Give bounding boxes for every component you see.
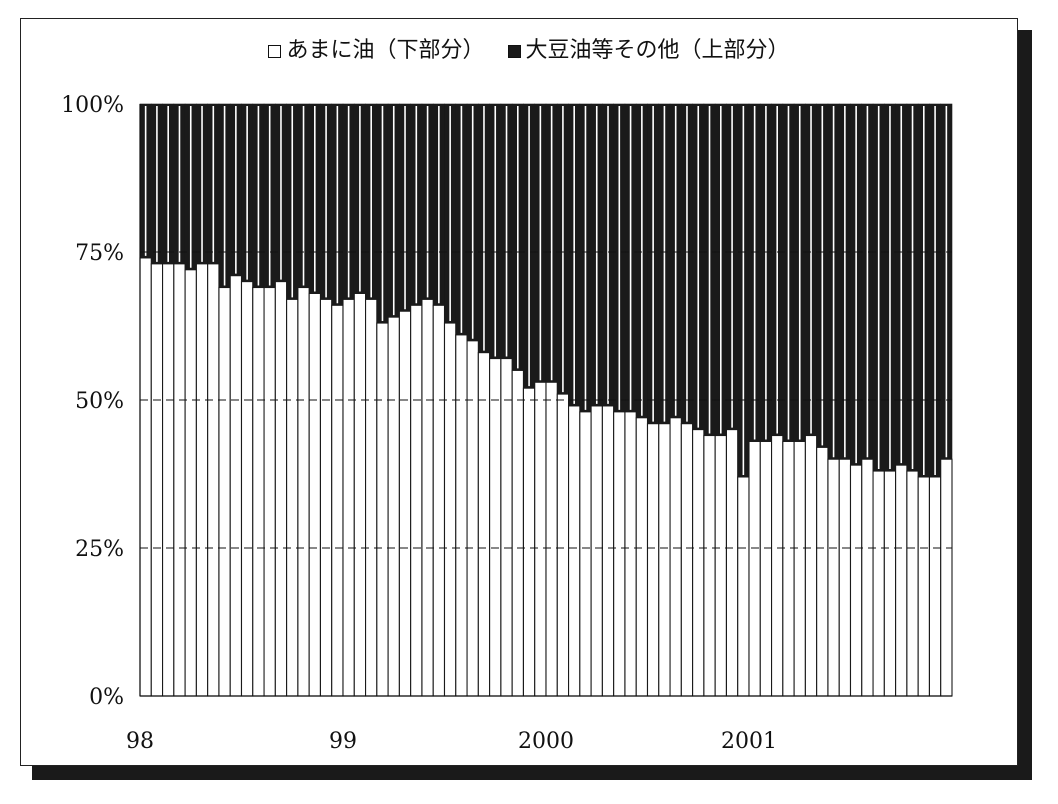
legend-swatch-black-icon <box>507 45 521 58</box>
y-tick-label-75pct: 75% <box>75 241 124 266</box>
bar-lower-4 <box>184 269 197 697</box>
bar-lower-70 <box>928 476 942 697</box>
bar-lower-12 <box>274 281 288 697</box>
bar-lower-28 <box>455 334 468 697</box>
y-tick-label-0pct: 0% <box>89 685 124 710</box>
bar-lower-18 <box>342 298 355 697</box>
bar-lower-51 <box>714 434 727 697</box>
bar-lower-1 <box>150 263 164 697</box>
bar-lower-46 <box>658 423 671 697</box>
bar-lower-3 <box>173 263 186 697</box>
legend-swatch-white-icon <box>268 45 282 58</box>
bar-lower-13 <box>286 298 299 697</box>
y-tick-label-100pct: 100% <box>61 93 124 118</box>
bar-lower-27 <box>443 322 457 697</box>
bar-lower-45 <box>646 423 660 697</box>
bar-lower-36 <box>545 381 558 697</box>
legend-item-linseed: あまに油（下部分） <box>268 32 485 64</box>
x-tick-label-2001: 2001 <box>721 729 777 754</box>
y-tick-label-50pct: 50% <box>75 389 124 414</box>
bar-lower-17 <box>331 304 344 697</box>
bar-lower-6 <box>207 263 220 697</box>
legend-label-soybean: 大豆油等その他（上部分） <box>525 38 790 63</box>
bar-lower-41 <box>601 405 615 697</box>
bar-lower-38 <box>568 405 581 697</box>
bar-lower-47 <box>669 417 682 697</box>
bar-lower-49 <box>692 429 705 697</box>
bar-lower-56 <box>771 434 784 697</box>
bar-lower-26 <box>432 304 446 697</box>
bar-lower-30 <box>477 352 491 697</box>
bar-lower-35 <box>534 381 547 697</box>
bar-lower-10 <box>252 286 265 697</box>
bar-lower-69 <box>917 476 930 697</box>
bar-lower-2 <box>162 263 175 697</box>
bar-lower-43 <box>624 411 637 697</box>
bar-lower-62 <box>838 458 852 697</box>
bar-lower-63 <box>849 464 863 697</box>
legend-item-soybean: 大豆油等その他（上部分） <box>507 32 790 64</box>
bar-lower-53 <box>737 476 750 697</box>
bar-lower-11 <box>263 286 276 697</box>
bar-lower-15 <box>308 292 321 697</box>
bar-lower-52 <box>725 429 739 697</box>
bar-lower-14 <box>297 286 310 697</box>
bar-lower-39 <box>579 411 592 697</box>
bar-lower-40 <box>590 405 603 697</box>
bar-lower-23 <box>398 310 412 697</box>
bar-lower-8 <box>229 275 243 697</box>
bar-lower-37 <box>556 393 570 697</box>
bar-lower-60 <box>816 446 829 697</box>
bar-lower-55 <box>759 440 773 697</box>
bar-lower-7 <box>218 286 231 697</box>
bar-lower-24 <box>410 304 423 697</box>
bar-lower-34 <box>522 387 536 697</box>
bar-lower-33 <box>511 369 524 697</box>
legend-label-linseed: あまに油（下部分） <box>286 38 485 63</box>
bar-lower-44 <box>635 417 649 697</box>
bar-lower-20 <box>365 298 378 697</box>
bar-lower-21 <box>376 322 389 697</box>
bar-lower-54 <box>748 440 761 697</box>
bar-lower-65 <box>872 470 885 697</box>
y-tick-label-25pct: 25% <box>75 537 124 562</box>
bar-lower-66 <box>883 470 897 697</box>
bar-lower-68 <box>906 470 919 697</box>
bar-lower-19 <box>353 292 367 697</box>
bar-lower-5 <box>195 263 209 697</box>
bar-lower-67 <box>895 464 908 697</box>
bar-lower-48 <box>680 423 694 697</box>
x-tick-label-99: 99 <box>329 729 357 754</box>
bar-lower-0 <box>139 257 152 697</box>
bar-lower-29 <box>466 340 479 697</box>
x-tick-label-98: 98 <box>126 729 154 754</box>
bar-lower-42 <box>613 411 626 697</box>
bar-lower-57 <box>782 440 795 697</box>
bar-lower-71 <box>940 458 953 697</box>
bar-lower-64 <box>861 458 874 697</box>
bar-lower-58 <box>793 440 806 697</box>
x-tick-label-2000: 2000 <box>518 729 574 754</box>
bar-lower-16 <box>319 298 333 697</box>
bar-lower-32 <box>500 358 513 697</box>
bar-lower-31 <box>489 358 502 697</box>
legend: あまに油（下部分） 大豆油等その他（上部分） <box>0 32 1058 64</box>
bar-lower-50 <box>703 434 716 697</box>
bar-lower-61 <box>827 458 840 697</box>
bar-lower-59 <box>804 434 818 697</box>
bar-lower-22 <box>387 316 400 697</box>
bar-lower-25 <box>421 298 434 697</box>
bar-lower-9 <box>240 281 254 697</box>
